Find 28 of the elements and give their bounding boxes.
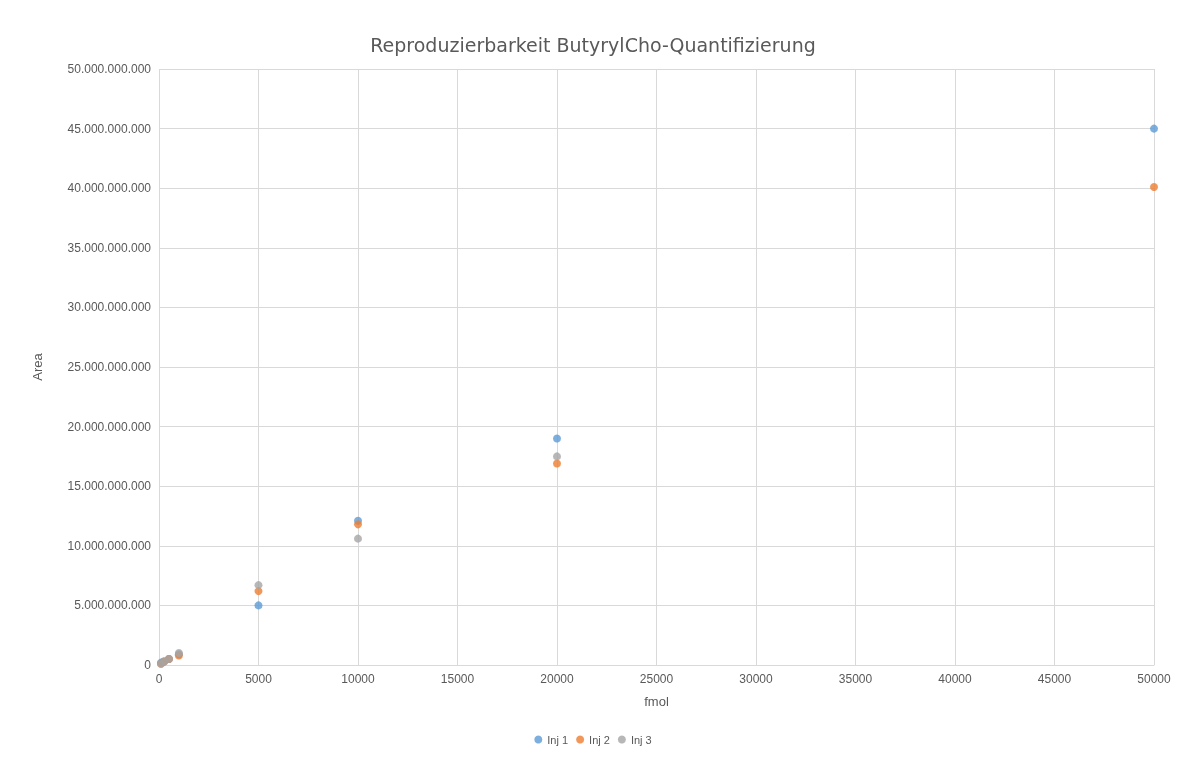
legend-label: Inj 2 — [589, 733, 610, 746]
x-tick-label: 30000 — [739, 672, 774, 686]
legend-label: Inj 3 — [630, 733, 652, 746]
x-tick-label: 45000 — [1037, 672, 1072, 686]
y-tick-label: 30.000.000.000 — [67, 300, 152, 315]
y-tick-label: 20.000.000.000 — [67, 419, 152, 434]
y-tick-label: 10.000.000.000 — [67, 538, 152, 553]
x-tick-label: 40000 — [938, 672, 973, 686]
x-tick-label: 35000 — [838, 672, 873, 686]
x-tick-label: 0 — [155, 672, 163, 686]
y-tick-label: 25.000.000.000 — [67, 360, 152, 374]
x-tick-label: 15000 — [440, 672, 475, 686]
y-tick-label: 50.000.000.000 — [67, 62, 152, 76]
x-tick-label: 10000 — [341, 672, 376, 686]
chart-title: Reproduzierbarkeit ButyrylCho-Quantifizierung — [370, 33, 816, 56]
y-tick-label: 5.000.000.000 — [74, 598, 152, 613]
x-axis-title: fmol — [644, 694, 669, 709]
y-tick-label: 35.000.000.000 — [67, 240, 152, 255]
x-tick-label: 20000 — [540, 672, 575, 686]
x-tick-label: 50000 — [1137, 672, 1172, 686]
y-tick-label: 40.000.000.000 — [67, 181, 152, 196]
y-tick-label: 0 — [144, 658, 152, 672]
x-tick-label: 25000 — [639, 672, 674, 686]
y-axis-title: Area — [30, 352, 45, 381]
legend-label: Inj 1 — [547, 733, 569, 746]
x-tick-label: 5000 — [245, 672, 273, 686]
y-tick-label: 15.000.000.000 — [67, 479, 152, 494]
y-tick-label: 45.000.000.000 — [67, 121, 152, 136]
